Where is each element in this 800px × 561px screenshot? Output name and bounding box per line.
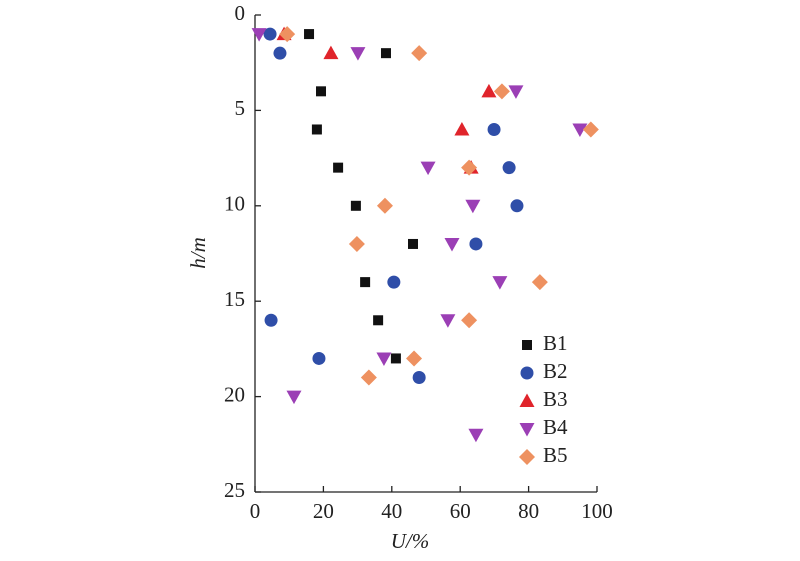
- point: [286, 390, 302, 405]
- y-tick-label: 20: [224, 382, 245, 406]
- point: [350, 200, 361, 211]
- point: [440, 314, 456, 328]
- point: [582, 121, 599, 138]
- point: [492, 276, 508, 290]
- point: [373, 315, 384, 326]
- point: [487, 122, 501, 136]
- point: [411, 45, 428, 62]
- point: [387, 275, 401, 289]
- x-tick-label: 60: [450, 499, 471, 523]
- x-tick-label: 100: [581, 499, 613, 523]
- point: [508, 85, 524, 99]
- point: [481, 83, 497, 98]
- legend-label: B4: [543, 415, 568, 439]
- point: [376, 197, 393, 214]
- point: [316, 86, 327, 97]
- point: [493, 83, 510, 100]
- point: [461, 312, 478, 329]
- legend-marker: [519, 423, 535, 437]
- point: [333, 162, 344, 173]
- x-tick-label: 0: [250, 499, 261, 523]
- point: [469, 237, 483, 251]
- point: [311, 124, 322, 135]
- point: [376, 352, 392, 366]
- x-tick-label: 80: [518, 499, 539, 523]
- legend-label: B3: [543, 387, 568, 411]
- point: [264, 313, 278, 327]
- legend-marker: [522, 340, 532, 350]
- point: [251, 28, 267, 42]
- y-tick-label: 25: [224, 478, 245, 502]
- point: [279, 26, 296, 43]
- legend-marker: [520, 366, 534, 380]
- legend-marker: [519, 393, 535, 407]
- point: [572, 123, 588, 137]
- point: [406, 350, 423, 367]
- legend-label: B5: [543, 443, 568, 467]
- point: [263, 27, 277, 41]
- point: [360, 369, 377, 386]
- legend-label: B2: [543, 359, 568, 383]
- legend-label: B1: [543, 331, 568, 355]
- point: [468, 428, 484, 443]
- point: [348, 235, 365, 252]
- y-tick-label: 10: [224, 192, 245, 216]
- point: [360, 277, 371, 288]
- point: [454, 121, 470, 136]
- point: [323, 45, 339, 60]
- point: [531, 274, 548, 291]
- legend-marker: [519, 449, 535, 465]
- point: [465, 199, 481, 214]
- x-tick-label: 20: [313, 499, 334, 523]
- y-tick-label: 5: [235, 96, 246, 120]
- y-axis-label: h/m: [186, 237, 210, 269]
- point: [461, 159, 478, 176]
- point: [380, 48, 391, 59]
- x-tick-label: 40: [381, 499, 402, 523]
- point: [444, 237, 460, 252]
- point: [420, 161, 436, 176]
- point: [390, 353, 401, 364]
- point: [408, 238, 419, 249]
- y-tick-label: 15: [224, 287, 245, 311]
- x-axis-label: U/%: [391, 529, 430, 553]
- point: [273, 46, 287, 60]
- point: [510, 199, 524, 213]
- point: [312, 351, 326, 365]
- point: [412, 371, 426, 385]
- y-tick-label: 0: [235, 1, 246, 25]
- point: [350, 47, 366, 61]
- point: [502, 161, 516, 175]
- point: [304, 29, 315, 40]
